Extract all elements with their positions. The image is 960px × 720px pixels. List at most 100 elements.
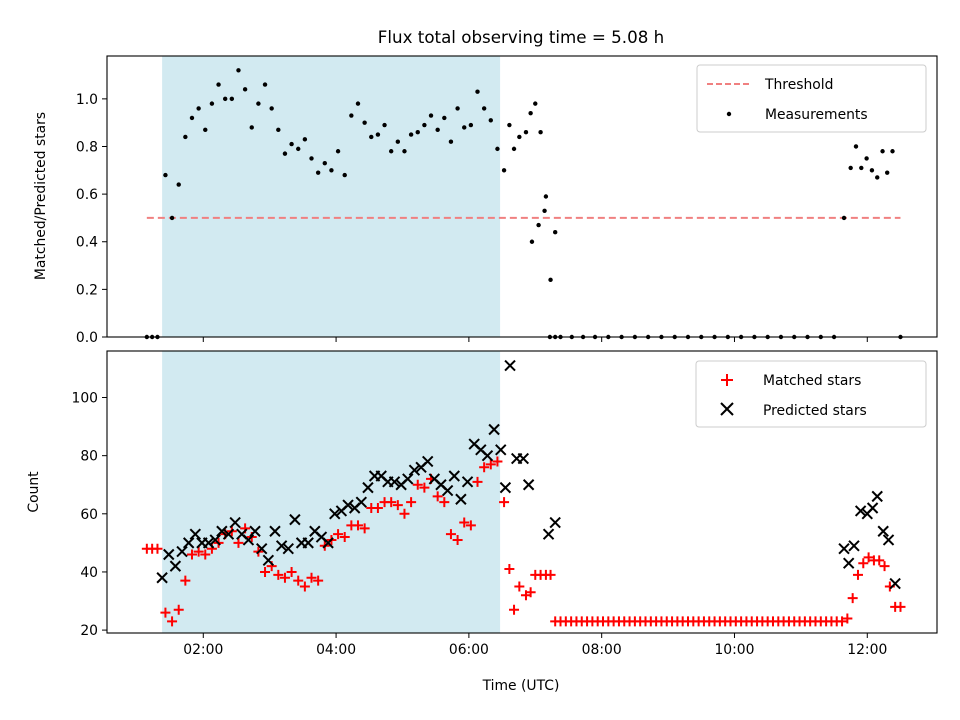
measurement-point xyxy=(542,208,547,213)
x-tick-label: 12:00 xyxy=(847,642,887,658)
predicted-star-point xyxy=(256,542,268,555)
y-tick-label: 0.6 xyxy=(76,187,98,203)
matched-star-point xyxy=(160,607,171,618)
predicted-star-point xyxy=(455,493,467,505)
legend-predicted-swatch xyxy=(720,402,734,416)
measurement-point xyxy=(890,149,895,154)
observing-span-bottom xyxy=(162,351,501,633)
predicted-star-point xyxy=(495,444,507,456)
legend-frame-bottom xyxy=(695,360,927,428)
predicted-star-point xyxy=(189,528,202,540)
matched-star-point xyxy=(452,534,463,545)
y-tick-label: 40 xyxy=(80,565,98,581)
measurement-point xyxy=(176,182,181,187)
measurement-point xyxy=(428,113,434,118)
bottom-panel: 20 40 60 80 100 02:00 04:00 06:00 08:00 10:00 12:… xyxy=(26,350,938,694)
matched-star-point xyxy=(492,456,503,467)
measurement-point xyxy=(869,168,875,173)
matched-star-point xyxy=(406,497,417,508)
matched-star-point xyxy=(339,532,350,543)
legend-threshold-label: Threshold xyxy=(764,77,833,93)
measurement-point xyxy=(859,165,864,171)
predicted-star-point xyxy=(302,537,314,549)
measurement-point xyxy=(355,101,361,106)
measurement-point xyxy=(538,130,543,135)
matched-star-point xyxy=(333,529,344,540)
x-tick-label: 10:00 xyxy=(714,642,754,658)
matched-star-point xyxy=(359,523,370,534)
measurement-point xyxy=(242,87,248,92)
legend-measurements-label: Measurements xyxy=(765,107,868,123)
measurement-point xyxy=(296,146,301,152)
matched-star-point xyxy=(432,491,443,502)
matched-star-point xyxy=(273,569,284,580)
measurement-point xyxy=(455,106,460,111)
plot-frame-bottom xyxy=(106,350,938,634)
measurement-point xyxy=(841,215,847,221)
predicted-star-point xyxy=(355,496,368,508)
measurement-point xyxy=(875,175,880,180)
x-axis-ticks-bottom: 02:00 04:00 06:00 08:00 10:00 12:00 xyxy=(183,633,887,658)
measurement-point xyxy=(402,149,407,154)
matched-star-point xyxy=(459,517,470,528)
measurement-point xyxy=(511,146,517,152)
observing-window-bottom xyxy=(162,351,501,633)
matched-star-point xyxy=(260,566,271,577)
measurement-point xyxy=(362,120,367,125)
measurement-point xyxy=(543,194,549,199)
y-tick-label: 0.0 xyxy=(76,330,98,346)
measurement-point xyxy=(236,68,241,73)
measurement-point xyxy=(408,132,414,137)
measurement-point xyxy=(302,137,308,142)
measurement-point xyxy=(262,82,268,87)
predicted-star-point xyxy=(216,525,228,537)
measurement-point xyxy=(853,144,859,149)
y-axis-label-top: Matched/Predicted stars xyxy=(33,112,49,280)
measurement-point xyxy=(309,156,314,161)
predicted-star-point xyxy=(408,464,421,476)
matched-star-point xyxy=(412,479,423,490)
predicted-star-point xyxy=(549,516,561,529)
measurement-point xyxy=(533,101,538,106)
measurement-point xyxy=(481,106,487,111)
matched-star-point xyxy=(895,601,906,612)
predicted-star-point xyxy=(163,548,175,561)
predicted-star-point xyxy=(289,513,301,526)
matched-star-point xyxy=(313,575,324,586)
count-points xyxy=(141,359,906,627)
x-axis-ticks-top xyxy=(202,337,868,342)
predicted-star-point xyxy=(269,525,281,537)
measurement-point xyxy=(189,115,195,121)
matched-star-point xyxy=(465,520,476,531)
predicted-star-point xyxy=(362,481,374,494)
predicted-star-point xyxy=(441,484,454,497)
measurement-point xyxy=(196,106,201,111)
y-tick-label: 1.0 xyxy=(76,92,98,108)
predicted-star-point xyxy=(322,537,334,549)
measurement-point xyxy=(329,168,334,173)
x-axis-label: Time (UTC) xyxy=(482,678,560,694)
matched-star-point xyxy=(525,587,536,598)
y-tick-label: 100 xyxy=(71,391,98,407)
legend-frame-top xyxy=(696,64,927,133)
measurement-point xyxy=(276,127,281,133)
predicted-star-point xyxy=(249,525,261,537)
x-tick-label: 04:00 xyxy=(316,642,356,658)
predicted-star-point xyxy=(542,528,555,540)
matched-star-point xyxy=(152,543,163,554)
predicted-star-point xyxy=(275,540,288,552)
x-tick-label: 08:00 xyxy=(582,642,622,658)
legend-measurements-swatch xyxy=(726,111,732,117)
matched-star-point xyxy=(514,581,525,592)
matched-star-point xyxy=(545,569,556,580)
measurement-point xyxy=(435,127,440,133)
measurement-point xyxy=(395,139,401,144)
y-axis-ticks-top: 0.0 0.2 0.4 0.6 0.8 1.0 xyxy=(76,92,107,346)
measurement-points xyxy=(144,68,903,340)
predicted-star-point xyxy=(422,455,434,468)
measurement-point xyxy=(315,170,321,175)
measurement-point xyxy=(169,215,175,221)
matched-star-point xyxy=(352,520,363,531)
measurement-point xyxy=(468,122,474,128)
predicted-star-point xyxy=(388,476,401,488)
